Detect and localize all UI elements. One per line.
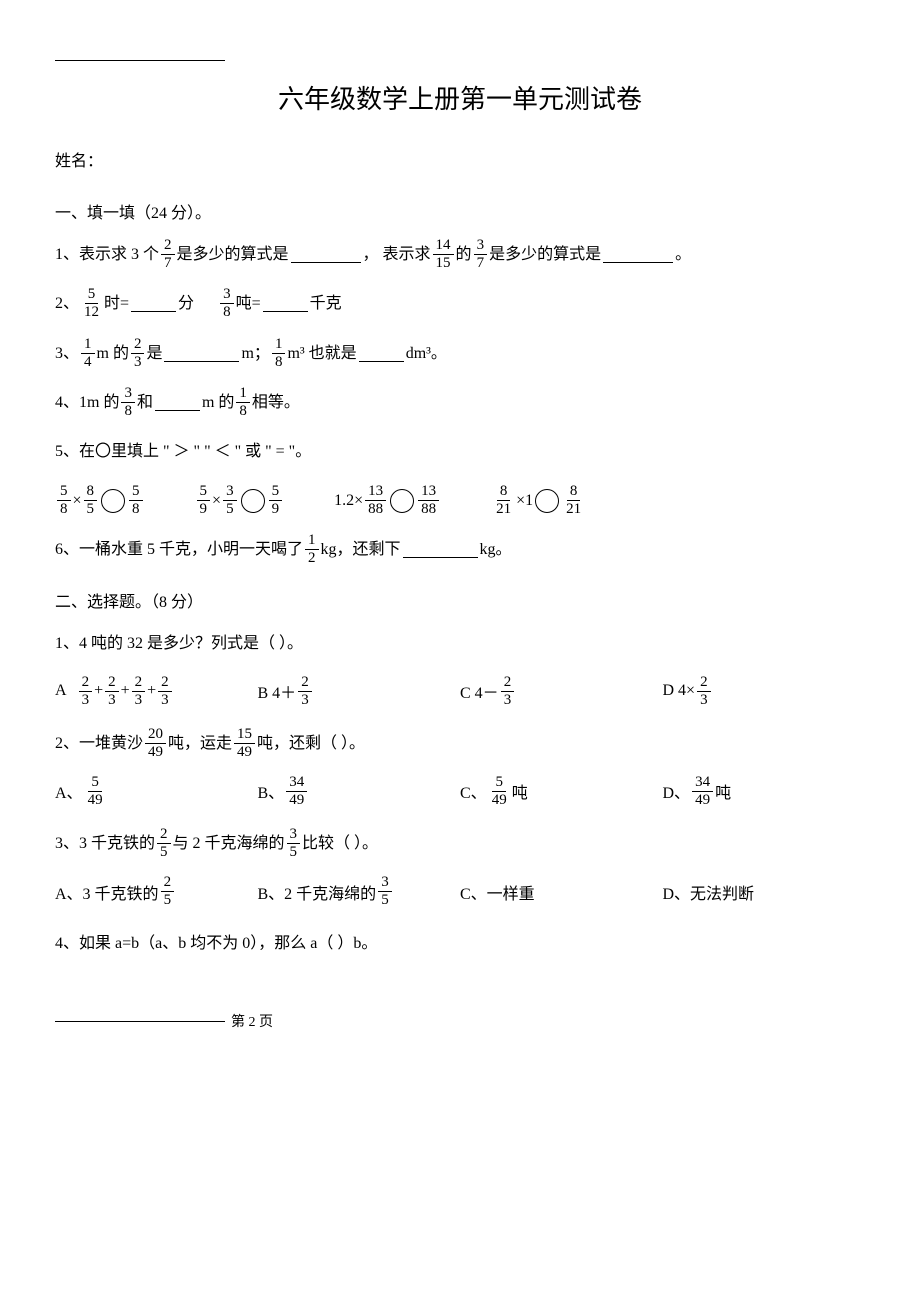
fraction: 3 8: [220, 287, 234, 320]
s2-q3: 3、3 千克铁的 25 与 2 千克海绵的 35 比较（ ）。: [55, 826, 865, 861]
expr: 58 × 85 58: [55, 483, 145, 518]
page-footer: 第 2 页: [55, 1011, 865, 1031]
footer-rule: [55, 1021, 225, 1022]
page: 六年级数学上册第一单元测试卷 姓名： 一、填一填（24 分）。 1、表示求 3 …: [0, 0, 920, 1071]
page-number: 第 2 页: [231, 1011, 273, 1031]
compare-circle[interactable]: [390, 489, 414, 513]
s1-q3: 3、 1 4 m 的 2 3 是 m； 1 8 m³ 也就是 dm³。: [55, 336, 865, 371]
blank[interactable]: [359, 345, 404, 362]
blank[interactable]: [131, 295, 176, 312]
text: 分: [178, 286, 194, 321]
s2-q1-options: A 23 + 23 + 23 + 23 B 4＋ 23 C 4－ 23 D 4×…: [55, 675, 865, 708]
text: 2、: [55, 286, 79, 321]
blank[interactable]: [263, 295, 308, 312]
text: 3、: [55, 336, 79, 371]
option-d[interactable]: D、 3449 吨: [663, 775, 866, 808]
text: 是: [146, 336, 162, 371]
option-d[interactable]: D 4× 23: [663, 675, 866, 708]
text: m³ 也就是: [287, 336, 356, 371]
expr: 59 × 35 59: [195, 483, 285, 518]
compare-circle[interactable]: [101, 489, 125, 513]
compare-circle[interactable]: [535, 489, 559, 513]
doc-title: 六年级数学上册第一单元测试卷: [55, 79, 865, 116]
text: 千克: [310, 286, 342, 321]
blank[interactable]: [155, 394, 200, 411]
fraction: 3 7: [474, 238, 488, 271]
option-a[interactable]: A、 549: [55, 775, 258, 808]
text: kg。: [480, 532, 512, 567]
text: ， 表示求: [363, 237, 431, 272]
option-c[interactable]: C、 549 吨: [460, 775, 663, 808]
text: 4、1m 的: [55, 385, 119, 420]
option-a[interactable]: A、3 千克铁的 25: [55, 875, 258, 908]
text: 6、一桶水重 5 千克，小明一天喝了: [55, 532, 303, 567]
expr: 1.2× 1388 1388: [334, 483, 441, 518]
text: m 的: [202, 385, 234, 420]
blank[interactable]: [603, 246, 673, 263]
expr: 821 ×1 821: [491, 483, 586, 518]
fraction: 1 4: [81, 337, 95, 370]
option-c[interactable]: C、一样重: [460, 880, 663, 904]
option-a[interactable]: A 23 + 23 + 23 + 23: [55, 675, 258, 708]
text: 吨=: [236, 286, 261, 321]
s2-q2-options: A、 549 B、 3449 C、 549 吨 D、 3449 吨: [55, 775, 865, 808]
fraction: 2 7: [161, 238, 175, 271]
s2-q3-options: A、3 千克铁的 25 B、2 千克海绵的 35 C、一样重 D、无法判断: [55, 875, 865, 908]
text: 1、表示求 3 个: [55, 237, 159, 272]
option-c[interactable]: C 4－ 23: [460, 675, 663, 708]
name-label: 姓名：: [55, 144, 865, 179]
blank[interactable]: [403, 541, 478, 558]
text: 相等。: [252, 385, 300, 420]
fraction: 1 8: [236, 386, 250, 419]
fraction: 1 2: [305, 533, 319, 566]
fraction: 1 8: [272, 337, 286, 370]
s1-q2: 2、 5 12 时= 分 3 8 吨= 千克: [55, 286, 865, 321]
text: kg，还剩下: [321, 532, 401, 567]
option-b[interactable]: B、2 千克海绵的 35: [258, 875, 461, 908]
option-d[interactable]: D、无法判断: [663, 880, 866, 904]
s2-q2: 2、一堆黄沙 2049 吨，运走 1549 吨，还剩（ ）。: [55, 726, 865, 761]
header-rule: [55, 60, 225, 61]
text: 和: [137, 385, 153, 420]
text: m 的: [97, 336, 129, 371]
section2-header: 二、选择题。（8 分）: [55, 588, 865, 612]
option-b[interactable]: B 4＋ 23: [258, 675, 461, 708]
text: 。: [675, 237, 691, 272]
text: m；: [241, 336, 269, 371]
text: 时=: [104, 286, 129, 321]
text: 是多少的算式是: [489, 237, 601, 272]
s1-q1: 1、表示求 3 个 2 7 是多少的算式是 ， 表示求 14 15 的 3 7 …: [55, 237, 865, 272]
s1-q4: 4、1m 的 3 8 和 m 的 1 8 相等。: [55, 385, 865, 420]
option-b[interactable]: B、 3449: [258, 775, 461, 808]
s1-q5-header: 5、在〇里填上 " ＞ " " ＜ " 或 " = "。: [55, 434, 865, 469]
section1-header: 一、填一填（24 分）。: [55, 199, 865, 223]
s1-q5-exprs: 58 × 85 58 59 × 35 59 1.2× 1388 1388 821…: [55, 483, 865, 518]
fraction: 14 15: [433, 238, 454, 271]
s1-q6: 6、一桶水重 5 千克，小明一天喝了 1 2 kg，还剩下 kg。: [55, 532, 865, 567]
blank[interactable]: [291, 246, 361, 263]
compare-circle[interactable]: [241, 489, 265, 513]
text: 是多少的算式是: [177, 237, 289, 272]
fraction: 3 8: [121, 386, 135, 419]
s2-q4: 4、如果 a=b（a、b 均不为 0），那么 a（ ）b。: [55, 926, 865, 961]
blank[interactable]: [164, 345, 239, 362]
fraction: 2 3: [131, 337, 145, 370]
fraction: 5 12: [81, 287, 102, 320]
s2-q1: 1、4 吨的 32 是多少？列式是（ ）。: [55, 626, 865, 661]
text: 的: [456, 237, 472, 272]
text: dm³。: [406, 336, 447, 371]
